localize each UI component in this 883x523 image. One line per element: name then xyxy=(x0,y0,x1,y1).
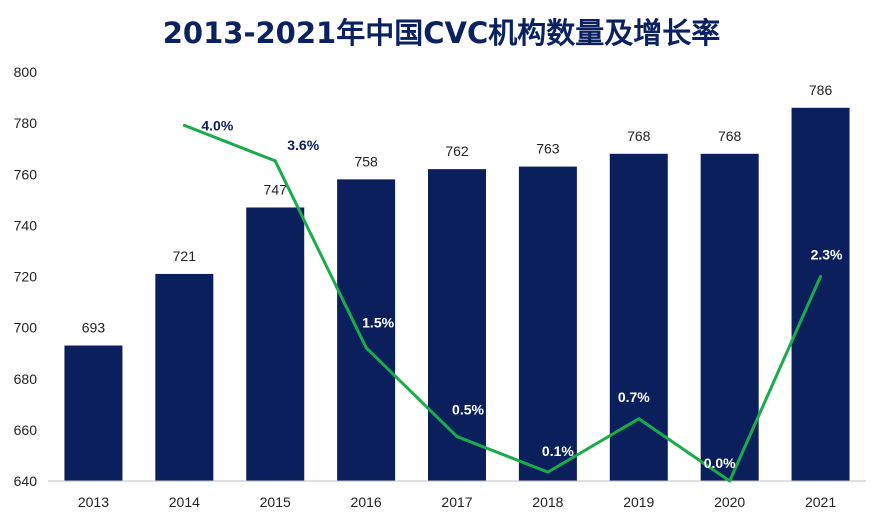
x-tick-label: 2019 xyxy=(623,494,654,510)
x-tick-label: 2015 xyxy=(260,494,291,510)
bar-value-label: 768 xyxy=(718,128,742,144)
y-tick-label: 740 xyxy=(14,217,38,233)
y-tick-label: 640 xyxy=(14,473,38,489)
x-tick-label: 2017 xyxy=(441,494,472,510)
growth-rate-point-2018 xyxy=(546,470,550,474)
x-tick-label: 2016 xyxy=(351,494,382,510)
bar-data-labels: 693 721 747 758 762 763 768 768 786 xyxy=(82,82,833,336)
y-tick-label: 720 xyxy=(14,269,38,285)
bar-2019 xyxy=(609,153,668,482)
bar-2021 xyxy=(791,107,850,481)
y-tick-label: 680 xyxy=(14,371,38,387)
growth-rate-label: 2.3% xyxy=(811,247,843,263)
bar-value-label: 747 xyxy=(264,181,288,197)
x-tick-label: 2013 xyxy=(78,494,109,510)
y-tick-label: 800 xyxy=(14,64,38,80)
x-tick-label: 2021 xyxy=(805,494,836,510)
y-axis: 640 660 680 700 720 740 760 780 800 xyxy=(14,64,38,489)
bar-2014 xyxy=(155,273,214,481)
bar-2016 xyxy=(337,179,396,482)
growth-rate-point-2017 xyxy=(455,435,459,439)
growth-rate-series xyxy=(182,123,823,483)
chart-title: 2013-2021年中国CVC机构数量及增长率 xyxy=(162,16,721,50)
bar-2015 xyxy=(246,207,305,481)
bar-value-label: 758 xyxy=(354,153,378,169)
bar-2018 xyxy=(518,166,577,482)
x-axis: 2013 2014 2015 2016 2017 2018 2019 2020 2021 xyxy=(78,494,836,510)
growth-rate-label: 3.6% xyxy=(287,137,319,153)
x-tick-label: 2018 xyxy=(532,494,563,510)
y-tick-label: 660 xyxy=(14,422,38,438)
y-tick-label: 760 xyxy=(14,166,38,182)
bar-value-label: 693 xyxy=(82,320,106,336)
bar-2013 xyxy=(64,345,123,481)
x-tick-label: 2014 xyxy=(169,494,200,510)
bar-value-label: 763 xyxy=(536,141,560,157)
growth-rate-label: 0.7% xyxy=(618,389,650,405)
growth-rate-label: 4.0% xyxy=(201,117,233,133)
bar-value-label: 762 xyxy=(445,143,469,159)
bar-2020 xyxy=(700,153,759,482)
y-tick-label: 700 xyxy=(14,320,38,336)
y-tick-label: 780 xyxy=(14,115,38,131)
growth-rate-point-2014 xyxy=(182,123,186,127)
growth-rate-point-2015 xyxy=(273,159,277,163)
growth-rate-point-2021 xyxy=(819,275,823,278)
bar-value-label: 721 xyxy=(173,248,197,264)
growth-rate-label: 0.1% xyxy=(542,443,574,459)
growth-rate-line xyxy=(183,123,822,483)
bar-value-label: 786 xyxy=(809,82,833,98)
growth-rate-label: 0.5% xyxy=(452,402,484,418)
growth-rate-point-2016 xyxy=(364,346,368,350)
bar-2017 xyxy=(428,169,486,481)
growth-rate-point-2019 xyxy=(637,417,641,421)
growth-rate-label: 0.0% xyxy=(704,455,736,471)
growth-rate-labels: 4.0% 3.6% 1.5% 0.5% 0.1% 0.7% 0.0% 2.3% xyxy=(201,117,843,471)
bar-value-label: 768 xyxy=(627,128,651,144)
x-tick-label: 2020 xyxy=(714,494,745,510)
growth-rate-label: 1.5% xyxy=(362,315,394,331)
bar-series xyxy=(64,107,850,482)
growth-rate-point-2020 xyxy=(728,479,732,483)
